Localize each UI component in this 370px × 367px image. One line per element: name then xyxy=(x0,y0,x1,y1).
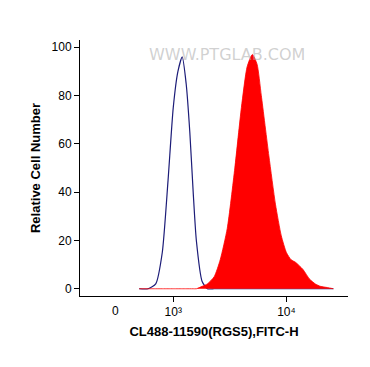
svg-text:20: 20 xyxy=(58,234,72,248)
svg-text:0: 0 xyxy=(65,282,72,296)
svg-text:80: 80 xyxy=(58,89,72,103)
svg-text:40: 40 xyxy=(58,185,72,199)
svg-text:CL488-11590(RGS5),FITC-H: CL488-11590(RGS5),FITC-H xyxy=(129,324,298,339)
svg-text:60: 60 xyxy=(58,137,72,151)
svg-text:0: 0 xyxy=(112,304,119,318)
svg-text:100: 100 xyxy=(52,40,72,54)
svg-text:WWW.PTGLAB.COM: WWW.PTGLAB.COM xyxy=(149,45,305,64)
svg-text:Relative Cell Number: Relative Cell Number xyxy=(28,103,43,233)
svg-text:10⁴: 10⁴ xyxy=(277,305,296,319)
svg-text:10³: 10³ xyxy=(165,305,182,319)
